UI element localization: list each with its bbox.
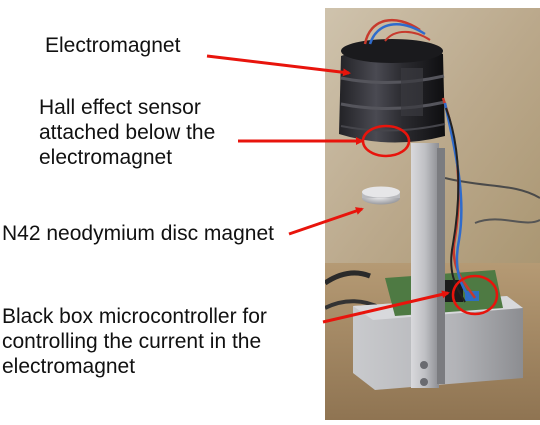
post-screw: [420, 378, 428, 386]
background-cable: [325, 270, 371, 286]
apparatus-photo: [325, 8, 540, 420]
microcontroller-label: Black box microcontroller for controllin…: [2, 305, 267, 378]
background-cable: [474, 218, 540, 224]
top-wires: [363, 18, 421, 45]
electromagnet-label: Electromagnet: [45, 34, 181, 57]
post-screw: [420, 361, 428, 369]
disc-magnet-label: N42 neodymium disc magnet: [2, 222, 274, 245]
hall-sensor-label: Hall effect sensor attached below the el…: [39, 96, 216, 169]
vertical-post: [411, 143, 439, 388]
